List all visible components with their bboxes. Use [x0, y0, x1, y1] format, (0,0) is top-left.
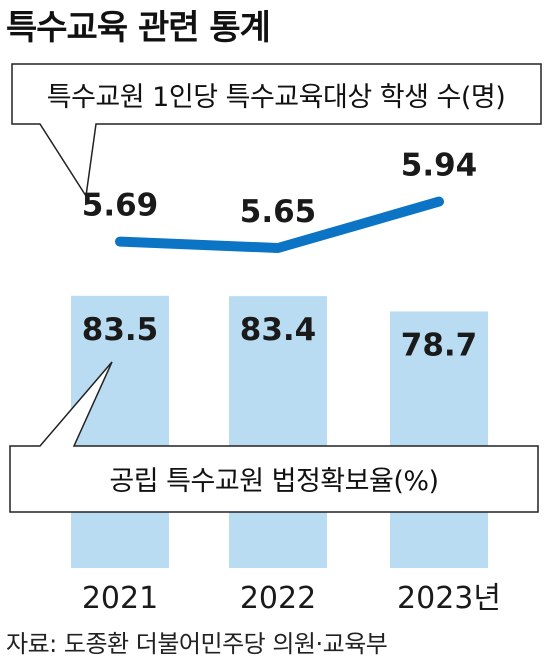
- bar-2023: [390, 311, 488, 568]
- x-tick-label-2022: 2022: [240, 581, 316, 616]
- bar-callout: 공립 특수교원 법정확보율(%): [9, 361, 539, 513]
- x-tick-label-2021: 2021: [82, 581, 158, 616]
- line-value-label-2023: 5.94: [401, 148, 478, 184]
- chart-title: 특수교육 관련 통계: [6, 8, 271, 48]
- x-axis: 2021 2022 2023년: [82, 581, 501, 616]
- bar-2022: [229, 296, 327, 568]
- line-value-label-2022: 5.65: [240, 194, 317, 230]
- line-value-label-2021: 5.69: [82, 188, 159, 224]
- bar-value-label-2023: 78.7: [401, 327, 478, 363]
- line-callout-label: 특수교원 1인당 특수교육대상 학생 수(명): [47, 82, 506, 113]
- bar-callout-box: [9, 361, 539, 513]
- line-callout-box: [11, 63, 542, 199]
- line-callout: 특수교원 1인당 특수교육대상 학생 수(명): [11, 63, 542, 199]
- line-layer: [115, 196, 444, 253]
- labels-layer: 83.5 83.4 78.7 5.69 5.65 5.94: [82, 148, 478, 364]
- bars-layer: [71, 295, 488, 568]
- x-tick-label-2023: 2023년: [397, 581, 501, 616]
- source-note: 자료: 도종환 더불어민주당 의원·교육부: [6, 630, 388, 658]
- bar-2021: [71, 295, 169, 568]
- bar-value-label-2021: 83.5: [82, 312, 159, 348]
- bar-value-label-2022: 83.4: [240, 312, 317, 348]
- bar-callout-label: 공립 특수교원 법정확보율(%): [109, 466, 438, 497]
